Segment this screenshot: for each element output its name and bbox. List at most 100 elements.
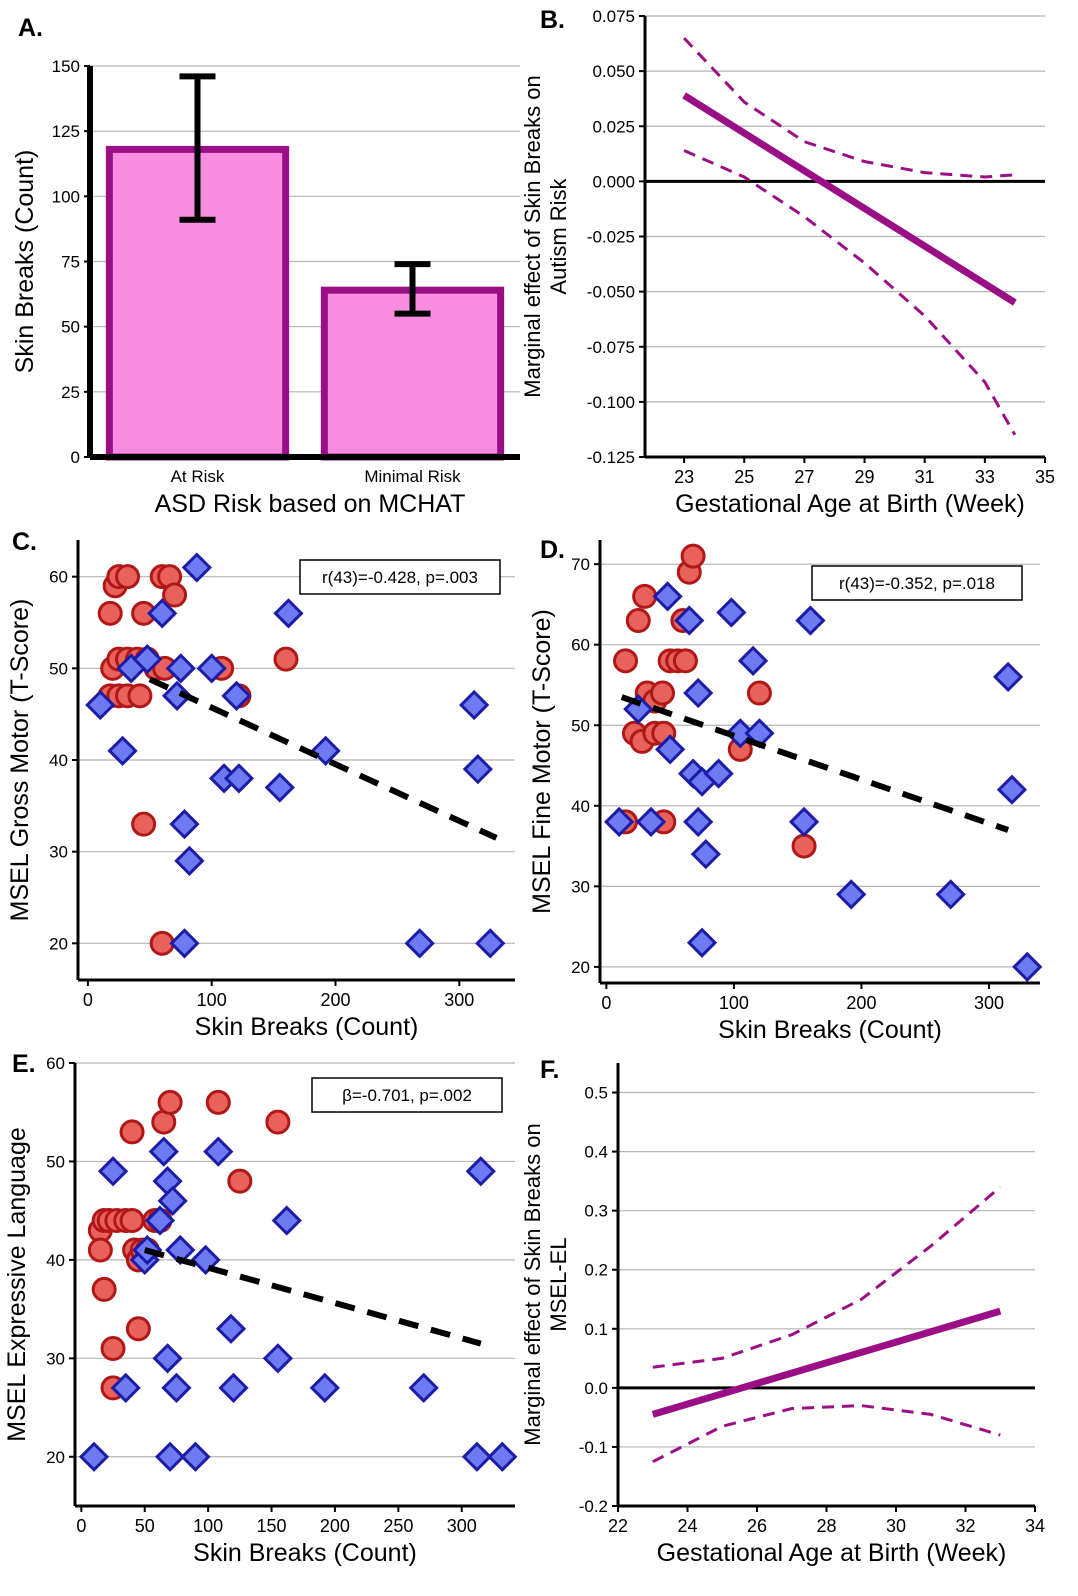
- panel-label: E.: [12, 1050, 36, 1078]
- y-tick-label: 40: [46, 1251, 65, 1270]
- scatter-point-circle: [87, 1237, 113, 1263]
- y-tick-label: -0.050: [587, 283, 635, 302]
- x-tick-label: 100: [197, 990, 227, 1010]
- y-tick-label: -0.125: [587, 448, 635, 467]
- scatter-point-circle: [625, 608, 651, 634]
- scatter-point-diamond: [404, 928, 435, 959]
- y-tick-label: 50: [61, 318, 80, 337]
- scatter-point-diamond: [674, 605, 705, 636]
- scatter-point-diamond: [462, 754, 493, 785]
- scatter-point-circle: [125, 1316, 151, 1342]
- panel-label: A.: [18, 14, 43, 42]
- annotation-box: [311, 1077, 503, 1113]
- scatter-point-diamond: [1012, 951, 1043, 983]
- scatter-point-diamond: [169, 809, 200, 840]
- scatter-point-diamond: [935, 879, 966, 910]
- y-tick-label: 60: [49, 568, 68, 587]
- panel-a-bar-chart: A. 0 25 50 75 100 125 150 At Risk Minimal Risk ASD…: [11, 14, 520, 518]
- y-tick-label: 0.075: [592, 7, 635, 26]
- scatter-point-diamond: [465, 1156, 496, 1187]
- y-axis-label: Marginal effect of Skin Breaks onAutism …: [520, 75, 571, 397]
- scatter-point-diamond: [154, 1441, 186, 1472]
- panel-label: C.: [12, 528, 37, 556]
- y-axis-label: Skin Breaks (Count): [11, 150, 39, 374]
- scatter-point-diamond: [461, 1441, 493, 1472]
- x-axis-label: Skin Breaks (Count): [718, 1016, 942, 1044]
- y-tick-label: 75: [61, 253, 80, 272]
- scatter-point-diamond: [655, 734, 686, 765]
- x-axis-label: ASD Risk based on MCHAT: [155, 490, 466, 518]
- x-tick-label: 0: [601, 993, 611, 1013]
- x-tick-label: 23: [674, 467, 694, 487]
- scatter-point-diamond: [795, 605, 826, 636]
- y-tick-label: 20: [49, 934, 68, 953]
- scatter-point-circle: [265, 1109, 291, 1135]
- y-tick-label: 40: [49, 751, 68, 770]
- x-tick-label: 300: [447, 1516, 477, 1536]
- y-tick-label: -0.025: [587, 228, 635, 247]
- x-tick-label: 29: [855, 467, 875, 487]
- y-tick-label: 0.4: [584, 1143, 608, 1162]
- x-axis-label: Gestational Age at Birth (Week): [657, 1539, 1007, 1567]
- y-tick-label: -0.1: [579, 1438, 608, 1457]
- scatter-point-diamond: [196, 653, 227, 684]
- scatter-point-diamond: [223, 763, 255, 794]
- scatter-point-diamond: [686, 927, 718, 958]
- scatter-point-circle: [613, 648, 639, 674]
- y-tick-label: -0.075: [587, 338, 635, 357]
- scatter-point-circle: [227, 1168, 253, 1194]
- ci-lower-line: [683, 149, 1017, 436]
- panel-label: D.: [540, 536, 565, 564]
- x-tick-label: 33: [975, 467, 995, 487]
- x-axis-label: Gestational Age at Birth (Week): [675, 490, 1025, 518]
- x-tick-label: 22: [608, 1516, 628, 1536]
- x-tick-label: 300: [444, 990, 474, 1010]
- y-axis-label-line: Marginal effect of Skin Breaks on: [520, 1123, 545, 1445]
- estimate-line: [682, 92, 1017, 306]
- y-axis-label-line: Autism Risk: [546, 177, 571, 294]
- scatter-point-diamond: [635, 806, 667, 838]
- x-tick-label: 34: [1025, 1516, 1045, 1536]
- scatter-point-diamond: [716, 597, 747, 628]
- estimate-line: [651, 1307, 1002, 1418]
- scatter-point-diamond: [309, 1372, 340, 1403]
- annotation-box: [299, 559, 501, 595]
- y-axis-label: MSEL Expressive Language: [3, 1127, 31, 1442]
- scatter-point-diamond: [110, 1372, 141, 1403]
- scatter-point-diamond: [737, 645, 769, 676]
- y-tick-label: 0.000: [592, 172, 635, 191]
- annotation-text: r(43)=-0.428, p=.003: [322, 568, 478, 587]
- scatter-point-diamond: [132, 644, 163, 675]
- scatter-point-diamond: [992, 661, 1024, 693]
- y-tick-label: 100: [52, 187, 80, 206]
- y-tick-label: 20: [571, 958, 590, 977]
- y-tick-label: 125: [52, 122, 80, 141]
- panel-label: F.: [540, 1056, 559, 1084]
- x-tick-label: 35: [1035, 467, 1055, 487]
- annotation-text: β=-0.701, p=.002: [342, 1086, 472, 1105]
- panel-b-marginal-effect-chart: B. 0.075 0.050 0.025 0.000 -0.025 -0.050 -0.075…: [520, 6, 1055, 518]
- scatter-point-diamond: [161, 1372, 192, 1403]
- y-tick-label: 30: [571, 877, 590, 896]
- scatter-point-diamond: [264, 772, 295, 803]
- scatter-point-diamond: [683, 677, 714, 709]
- x-tick-label: 27: [794, 467, 814, 487]
- scatter-point-diamond: [836, 879, 867, 910]
- scatter-point-diamond: [996, 774, 1028, 805]
- x-tick-label: 100: [193, 1516, 223, 1536]
- scatter-point-diamond: [683, 806, 714, 838]
- scatter-point-diamond: [221, 680, 252, 711]
- scatter-point-circle: [672, 648, 698, 674]
- y-tick-label: -0.2: [579, 1497, 608, 1516]
- x-tick-label: 50: [135, 1516, 155, 1536]
- scatter-point-diamond: [165, 653, 196, 684]
- scatter-point-circle: [746, 680, 772, 706]
- scatter-point-diamond: [690, 839, 721, 870]
- scatter-point-circle: [791, 833, 817, 859]
- y-tick-label: 0.1: [584, 1320, 608, 1339]
- ci-upper-line: [683, 37, 1016, 179]
- scatter-point-circle: [97, 600, 123, 626]
- x-axis-label: Skin Breaks (Count): [195, 1013, 419, 1041]
- x-tick-label: 25: [734, 467, 754, 487]
